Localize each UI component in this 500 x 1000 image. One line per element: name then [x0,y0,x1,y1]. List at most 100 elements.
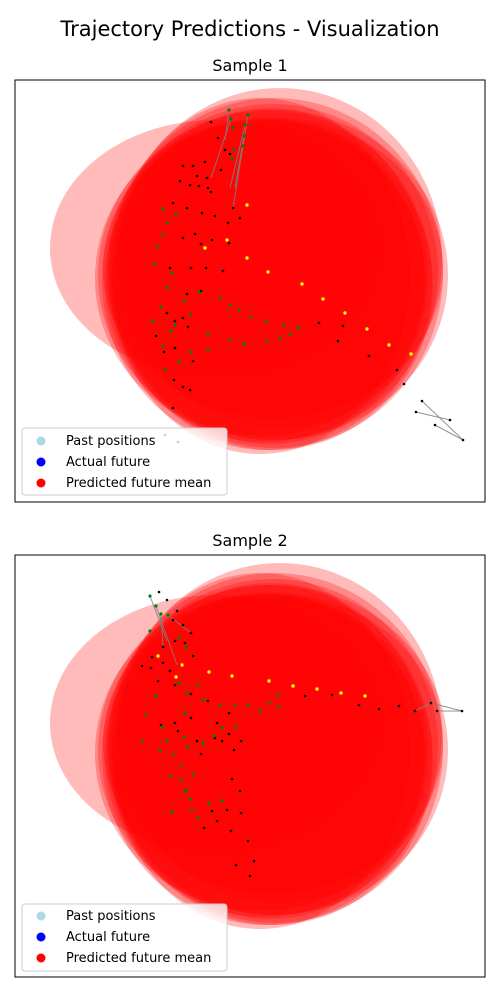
future-point [201,698,205,702]
future-point [188,797,192,801]
future-point [258,709,262,713]
history-point [176,729,180,733]
predicted-point [339,691,343,695]
future-point [148,594,152,598]
future-point [174,212,178,216]
history-point [165,311,169,315]
history-point [191,359,195,363]
future-point [232,148,236,152]
future-point [158,749,162,753]
history-point [185,206,189,210]
predicted-point [203,246,207,250]
future-point [243,123,247,127]
future-point [190,808,194,812]
future-point [189,350,193,354]
history-point [156,679,160,683]
history-point [205,176,209,180]
future-point [237,308,241,312]
future-point [242,134,246,138]
future-point [161,207,165,211]
history-point [204,266,208,270]
history-point [202,826,206,830]
future-point [153,262,157,266]
history-point [171,406,175,410]
history-point [165,598,169,602]
history-point [140,664,144,668]
history-point [195,739,199,743]
history-point [168,266,172,270]
history-point [238,789,242,793]
history-point [413,709,417,713]
history-point [161,645,165,649]
future-point [241,144,245,148]
history-point [367,354,371,358]
future-point [177,360,181,364]
future-point [276,693,280,697]
legend-marker-past [36,436,46,446]
predicted-point [387,343,391,347]
future-point [151,319,155,323]
history-point [173,683,177,687]
trajectory-segment [415,411,451,421]
future-point [218,703,222,707]
uncertainty-ellipse [105,118,425,442]
future-point [140,739,144,743]
history-point [252,859,256,863]
legend-label-predicted: Predicted future mean [66,951,211,966]
history-point [173,346,177,350]
history-point [420,399,424,403]
history-point [173,721,177,725]
future-point [165,739,169,743]
figure-title: Trajectory Predictions - Visualization [59,17,439,41]
uncertainty-ellipse [50,120,380,376]
history-point [181,623,185,627]
history-point [195,174,199,178]
history-point [238,216,242,220]
uncertainty-ellipse [102,585,432,925]
subplot-title: Sample 1 [212,56,287,75]
history-point [461,438,465,442]
trajectory-segment [167,614,192,634]
history-point [231,206,235,210]
history-point [414,410,418,414]
history-point [210,238,214,242]
uncertainty-ellipse [95,595,425,911]
history-point [341,324,345,328]
history-point [239,739,243,743]
uncertainty-ellipse [108,579,438,915]
history-point [189,692,193,696]
history-point [216,136,220,140]
history-point [228,152,232,156]
uncertainty-ellipse [105,593,425,917]
history-point [189,716,193,720]
history-point [227,241,231,245]
history-point [206,186,210,190]
trajectory-segment [149,595,168,642]
history-point [168,669,172,673]
history-point [173,319,177,323]
history-point [227,711,231,715]
future-point [171,753,175,757]
history-point [181,236,185,240]
history-point [181,316,185,320]
history-point [181,385,185,389]
history-point [377,707,381,711]
history-point [330,693,334,697]
predicted-point [343,311,347,315]
legend-box [21,903,228,972]
history-point [191,164,195,168]
future-point [155,245,159,249]
history-point [181,164,185,168]
trajectory-segment [414,702,432,712]
legend-label-predicted: Predicted future mean [66,476,211,491]
history-point [172,378,176,382]
history-point [433,423,437,427]
future-point [179,763,183,767]
predicted-point [207,670,211,674]
future-point [196,816,200,820]
history-point [171,618,175,622]
history-point [200,211,204,215]
legend-marker-past [36,911,46,921]
history-point [223,148,227,152]
